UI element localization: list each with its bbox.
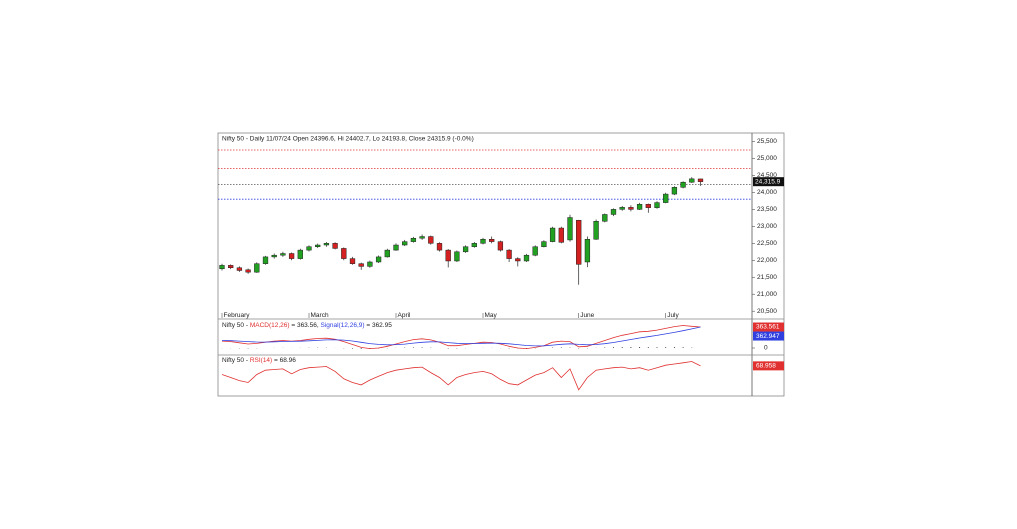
candle-body xyxy=(454,251,460,262)
candle-body xyxy=(654,202,660,208)
frame xyxy=(217,132,785,397)
candle-body xyxy=(471,243,477,247)
legend-macd: MACD(12,26) xyxy=(250,322,290,329)
last-value-box xyxy=(753,331,784,341)
candle-body xyxy=(297,249,303,259)
legend-text: = 68.96 xyxy=(272,357,296,364)
candle-body xyxy=(532,246,538,256)
candle-body xyxy=(663,193,669,203)
candle-body xyxy=(558,227,564,243)
legend-text: = 363.56, xyxy=(290,322,321,329)
x-tick-label: July xyxy=(667,312,679,319)
y-tick-label: 24,500 xyxy=(757,172,777,179)
y-tick-label: 25,000 xyxy=(757,155,777,162)
candle-body xyxy=(541,241,547,247)
candle-body xyxy=(410,237,417,242)
candle-body xyxy=(271,254,277,258)
candle-body xyxy=(462,246,469,253)
candle-body xyxy=(228,265,234,269)
candle-body xyxy=(584,238,591,263)
last-value-label: 68.958 xyxy=(756,363,776,370)
x-tick-label: March xyxy=(311,312,329,319)
candle-body xyxy=(567,217,573,241)
series-line xyxy=(221,361,701,391)
x-tick-label: June xyxy=(580,312,594,319)
series-line xyxy=(221,325,701,350)
candle-body xyxy=(219,265,225,270)
y-tick-label: 22,000 xyxy=(757,257,777,264)
last-value-label: 363.561 xyxy=(756,324,780,331)
candle-body xyxy=(436,243,443,251)
candle-body xyxy=(697,178,704,182)
candle-body xyxy=(402,241,408,246)
candle-body xyxy=(419,236,425,239)
candle-body xyxy=(480,238,486,244)
y-tick-label: 21,000 xyxy=(757,291,777,298)
x-tick-label: February xyxy=(224,312,251,319)
legend-signal: Signal(12,26,9) xyxy=(320,322,364,329)
candle-body xyxy=(515,258,521,262)
candle-body xyxy=(497,241,504,251)
y-tick-label: 20,500 xyxy=(757,308,777,315)
candle-body xyxy=(254,263,260,273)
candle-body xyxy=(323,243,330,246)
candle-body xyxy=(375,256,382,263)
candle-body xyxy=(384,249,390,258)
candle-body xyxy=(680,181,686,188)
candle-body xyxy=(645,204,651,208)
candle-body xyxy=(262,256,269,264)
last-value-box xyxy=(753,322,784,332)
candle-body xyxy=(236,267,243,271)
y-tick-label: 23,000 xyxy=(757,223,777,230)
candle-body xyxy=(619,207,625,210)
legend-text: = 362.95 xyxy=(365,322,393,329)
candle-body xyxy=(332,243,338,249)
candle-body xyxy=(341,248,347,259)
candle-body xyxy=(245,269,251,273)
candle-body xyxy=(306,246,312,251)
last-price-box xyxy=(753,177,784,187)
candle-body xyxy=(393,244,399,251)
y-tick-label: 22,500 xyxy=(757,240,777,247)
candle-body xyxy=(349,258,356,264)
candle-body xyxy=(315,244,321,247)
y-tick-label: 24,000 xyxy=(757,189,777,196)
y-tick-label: 25,500 xyxy=(757,138,777,145)
chart-title: Nifty 50 - Daily 11/07/24 Open 24396.6, … xyxy=(222,136,474,143)
legend-text: Nifty 50 - xyxy=(222,322,250,329)
candle-body xyxy=(602,214,608,222)
macd-legend: Nifty 50 - MACD(12,26) = 363.56, Signal(… xyxy=(222,322,392,329)
candle-body xyxy=(506,249,512,259)
last-value-label: 362.947 xyxy=(756,333,780,340)
candle-body xyxy=(549,227,556,242)
candle-body xyxy=(593,221,599,240)
last-price-label: 24,315.9 xyxy=(755,178,781,185)
candle-body xyxy=(367,261,373,267)
rsi-legend: Nifty 50 - RSI(14) = 68.96 xyxy=(222,357,296,364)
candle-body xyxy=(358,263,364,267)
legend-rsi: RSI(14) xyxy=(250,357,272,364)
candle-body xyxy=(671,187,678,195)
candle-body xyxy=(445,249,451,262)
x-tick-label: April xyxy=(398,312,412,319)
candle-body xyxy=(610,209,617,215)
candle-body xyxy=(489,238,495,242)
y-tick-label: 23,500 xyxy=(757,206,777,213)
candle-body xyxy=(280,253,286,256)
candle-body xyxy=(288,253,295,259)
candle-body xyxy=(576,219,582,265)
candle-body xyxy=(689,178,695,183)
last-value-box xyxy=(753,361,784,371)
candle-body xyxy=(636,204,643,210)
y-tick-label: 21,500 xyxy=(757,274,777,281)
series-line xyxy=(221,326,701,347)
candle-body xyxy=(428,236,434,244)
x-tick-label: May xyxy=(485,312,498,319)
legend-text: Nifty 50 - xyxy=(222,357,250,364)
y-tick-label: 0 xyxy=(764,345,768,352)
candle-body xyxy=(523,254,530,262)
candle-body xyxy=(628,207,634,210)
